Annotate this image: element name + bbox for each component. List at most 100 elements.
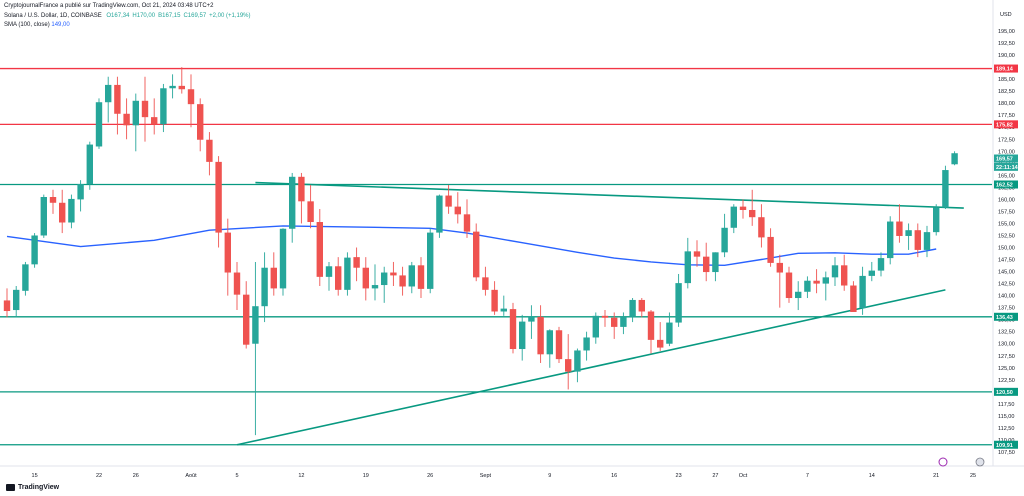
candle-body (436, 195, 443, 233)
candle-body (325, 266, 333, 277)
candle-body (59, 202, 66, 223)
candle-body (877, 258, 885, 271)
candle-body (933, 207, 940, 233)
candle-body (243, 294, 250, 345)
candle-body (583, 337, 590, 351)
candle-body (537, 316, 544, 355)
y-tick-label: 125,00 (998, 366, 1015, 372)
candle-body (647, 311, 655, 340)
y-tick-label: 195,00 (998, 29, 1015, 35)
y-tick-label: 172,50 (998, 137, 1015, 143)
x-tick-label: Sept (480, 473, 492, 479)
price-tag-label: 189,14 (996, 67, 1014, 73)
candle-body (178, 85, 185, 90)
candle-body (307, 201, 314, 223)
candle-body (491, 289, 498, 312)
attribution-text: CryptojournalFrance a publié sur Trading… (4, 3, 214, 9)
y-tick-label: 155,00 (998, 221, 1015, 227)
price-tag: 136,43 (994, 312, 1018, 321)
candle-body (105, 84, 112, 103)
candle-body (390, 272, 397, 276)
candle-body (528, 316, 535, 322)
y-tick-label: 165,00 (998, 173, 1015, 179)
candle-body (279, 228, 287, 289)
symbol-title[interactable]: Solana / U.S. Dollar, 1D, COINBASE (4, 13, 102, 19)
y-tick-label: 127,50 (998, 354, 1015, 360)
candle-body (666, 322, 673, 344)
candle-body (353, 257, 360, 268)
candle-body (160, 88, 167, 125)
y-tick-label: 160,00 (998, 197, 1015, 203)
trendline (255, 181, 964, 209)
y-tick-label: 180,00 (998, 101, 1015, 107)
candle-body (31, 235, 38, 265)
y-tick-label: 177,50 (998, 113, 1015, 119)
candle-body (49, 197, 57, 203)
candle-body (712, 252, 719, 273)
x-tick-label: 22 (96, 473, 102, 479)
tradingview-logo[interactable]: TradingView (6, 484, 59, 491)
candle-body (684, 251, 691, 284)
candle-body (555, 330, 563, 360)
candle-body (151, 117, 158, 125)
candle-body (197, 104, 204, 140)
trendline (236, 289, 946, 446)
sma-value: 149,00 (51, 22, 70, 28)
candle-body (473, 231, 480, 278)
x-tick-label: 5 (235, 473, 238, 479)
y-tick-label: 107,50 (998, 450, 1015, 456)
candle-body (132, 100, 139, 126)
candle-body (500, 308, 507, 312)
y-tick-label: 140,00 (998, 294, 1015, 300)
y-tick-label: 147,50 (998, 258, 1015, 264)
x-tick-label: 26 (427, 473, 433, 479)
candle-body (206, 139, 213, 162)
candle-body (675, 283, 682, 323)
x-tick-label: 21 (933, 473, 939, 479)
x-tick-label: 14 (869, 473, 875, 479)
candle-body (261, 267, 268, 307)
y-tick-label: 145,00 (998, 270, 1015, 276)
candle-body (693, 251, 701, 257)
candle-body (611, 317, 618, 327)
candle-body (3, 300, 11, 312)
symbol-ohlc-line: Solana / U.S. Dollar, 1D, COINBASE O167,… (4, 12, 257, 20)
y-tick-label: 117,50 (998, 402, 1014, 408)
candle-body (795, 291, 802, 299)
candle-body (463, 214, 471, 232)
candle-body (187, 89, 195, 105)
candle-body (749, 209, 756, 218)
candle-body (831, 265, 839, 278)
candle-body (841, 265, 848, 286)
candle-body (638, 299, 645, 312)
y-tick-label: 170,00 (998, 149, 1015, 155)
current-price-tag: 169,57 (994, 154, 1018, 163)
sma-label: SMA (100, close) (4, 22, 50, 28)
candle-body (546, 330, 553, 355)
price-tag: 162,52 (994, 180, 1018, 189)
candle-body (923, 232, 931, 250)
price-tag-bg (994, 120, 1018, 129)
candle-body (454, 206, 461, 215)
price-tag: 120,50 (994, 387, 1018, 396)
candle-body (574, 350, 581, 372)
candle-body (896, 221, 903, 236)
candle-body (859, 275, 866, 309)
x-tick-label: 27 (712, 473, 718, 479)
candle-body (822, 277, 829, 284)
price-tag-label: 162,52 (996, 182, 1013, 188)
candle-body (721, 227, 728, 253)
candle-body (776, 262, 783, 273)
candle-body (620, 316, 627, 327)
candle-body (233, 272, 241, 295)
x-tick-label: 25 (970, 473, 976, 479)
x-tick-label: 15 (32, 473, 38, 479)
candle-body (123, 113, 130, 126)
flag-icon (975, 457, 985, 467)
candle-body (482, 277, 489, 290)
x-tick-label: Août (185, 473, 197, 479)
candle-body (344, 257, 351, 290)
sma-legend[interactable]: SMA (100, close) 149,00 (4, 21, 70, 29)
event-icon (938, 457, 948, 467)
